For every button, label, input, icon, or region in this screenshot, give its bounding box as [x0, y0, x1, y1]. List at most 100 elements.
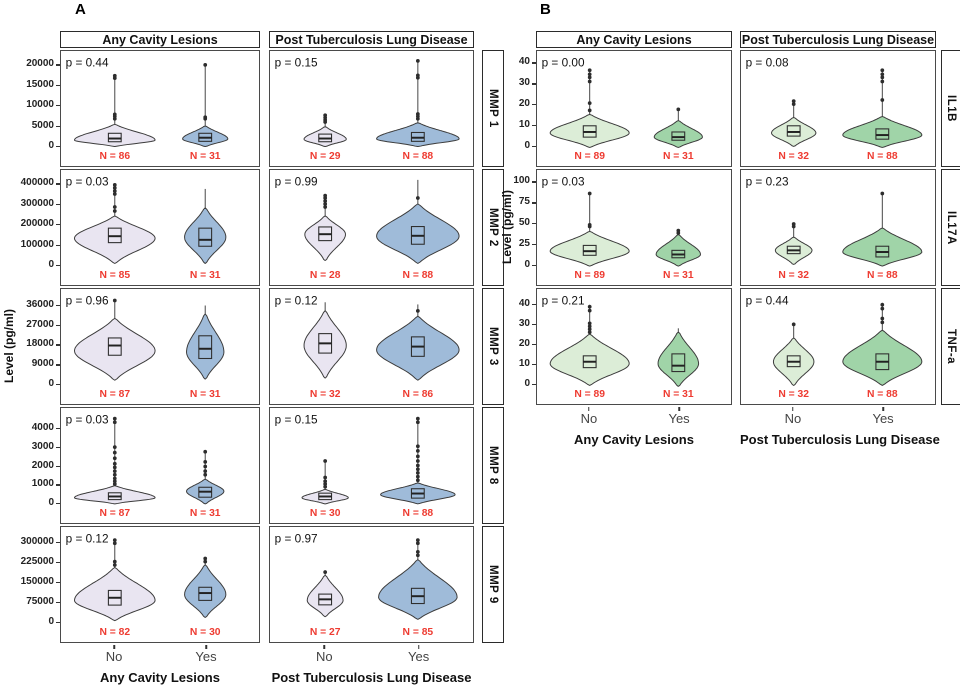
y-tick-mark [532, 146, 536, 148]
y-tick-mark [532, 324, 536, 326]
outlier-dot [323, 193, 328, 198]
box-plot [671, 131, 686, 141]
outlier-dot [791, 222, 796, 226]
x-tick-label: Yes [668, 411, 690, 426]
outlier-dot [415, 538, 420, 542]
x-tick-mark [323, 645, 326, 649]
y-tick-mark [56, 265, 60, 267]
n-count-label: N = 31 [190, 270, 221, 281]
x-axis-group-title: Post Tuberculosis Lung Disease [271, 670, 472, 685]
outlier-dot [587, 79, 592, 84]
outlier-dot [880, 75, 885, 80]
y-tick-label: 0 [524, 259, 530, 270]
outlier-dot [791, 322, 796, 327]
x-tick-mark [417, 645, 420, 649]
outlier-dot [203, 559, 208, 564]
y-tick-label: 10 [518, 358, 530, 369]
violin-facet-cell: p = 0.15 N = 29 N = 88 [269, 50, 474, 167]
x-tick-mark [678, 407, 680, 411]
outlier-dot [203, 472, 208, 477]
y-axis-title-wrap: Level (pg/ml) [500, 50, 514, 405]
outlier-dot [587, 108, 592, 113]
y-tick-label: 15000 [26, 78, 54, 90]
outlier-dot [112, 465, 117, 470]
outlier-dot [415, 471, 420, 475]
outlier-dot [587, 327, 592, 332]
outlier-dot [323, 459, 328, 463]
y-tick-label: 50 [518, 217, 530, 229]
outlier-dot [415, 478, 420, 483]
y-tick-mark [56, 428, 60, 430]
outlier-dot [203, 469, 208, 473]
outlier-dot [587, 222, 592, 227]
y-tick-label: 40 [518, 56, 530, 68]
outlier-dot [587, 330, 592, 335]
x-tick-mark [205, 645, 207, 649]
outlier-dot [112, 186, 117, 190]
n-count-label: N = 86 [99, 151, 130, 162]
facet-header: Any Cavity Lesions [60, 31, 260, 48]
x-tick-label: Yes [872, 411, 894, 426]
panel-a: A Level (pg/ml) Any Cavity Lesions Post Tu… [2, 1, 504, 685]
box-plot [671, 353, 686, 373]
y-tick-label: 20000 [26, 58, 54, 70]
y-tick-mark [56, 484, 60, 486]
outlier-dot [323, 475, 328, 480]
y-axis-title-wrap: Level (pg/ml) [2, 50, 16, 643]
outlier-dot [203, 115, 208, 120]
n-count-label: N = 89 [574, 151, 605, 162]
y-tick-mark [56, 582, 60, 584]
x-tick-row: No Yes [536, 407, 732, 427]
y-tick-label: 20 [518, 98, 530, 110]
y-tick-label: 0 [48, 259, 54, 270]
y-tick-mark [56, 183, 60, 185]
y-tick-label: 225000 [20, 556, 54, 567]
n-count-label: N = 30 [310, 508, 341, 519]
y-tick-label: 25 [518, 238, 530, 250]
outlier-dot [323, 479, 328, 484]
y-tick-mark [56, 224, 60, 226]
outlier-dot [323, 570, 328, 574]
outlier-dot [203, 449, 208, 454]
outlier-dot [203, 464, 208, 469]
violin-facet-cell: p = 0.97 N = 27 N = 85 [269, 526, 474, 643]
outlier-dot [587, 308, 592, 313]
p-value-label: p = 0.03 [66, 176, 109, 189]
y-tick-label: 0 [48, 497, 54, 508]
y-tick-label: 150000 [20, 576, 54, 587]
n-count-label: N = 28 [310, 270, 341, 281]
y-tick-label: 3000 [31, 440, 54, 452]
y-tick-mark [56, 465, 60, 467]
outlier-dot [415, 459, 420, 463]
row-strip: MMP 2 [482, 169, 504, 286]
violin-facet-cell: p = 0.21 N = 89 N = 31 [536, 288, 732, 405]
n-count-label: N = 31 [190, 508, 221, 519]
y-tick-label: 10000 [26, 99, 54, 111]
y-tick-mark [56, 503, 60, 505]
n-count-label: N = 87 [99, 389, 130, 400]
panel-a-letter: A [75, 1, 86, 18]
x-tick-label: No [105, 649, 123, 664]
y-tick-label: 75000 [26, 596, 54, 607]
violin-facet-cell: p = 0.03 N = 85 N = 31 [60, 169, 260, 286]
y-tick-mark [56, 304, 60, 307]
y-tick-column: 0 75000 150000 225000 300000 [16, 526, 60, 643]
y-axis-title: Level (pg/ml) [2, 309, 16, 384]
y-tick-mark [56, 64, 60, 66]
y-tick-mark [532, 125, 536, 127]
y-tick-column: 0 9000 18000 27000 36000 [16, 288, 60, 405]
outlier-dot [323, 199, 328, 203]
outlier-dot [112, 112, 117, 117]
x-tick-label: Yes [195, 649, 217, 664]
y-tick-mark [532, 181, 536, 183]
y-tick-mark [56, 384, 60, 386]
x-tick-label: No [580, 411, 598, 426]
y-tick-mark [532, 384, 536, 386]
violin-facet-cell: p = 0.15 N = 30 N = 88 [269, 407, 474, 524]
n-count-label: N = 31 [663, 389, 694, 400]
n-count-label: N = 31 [190, 389, 221, 400]
outlier-dot [112, 298, 117, 303]
box-plot [198, 227, 213, 247]
outlier-dot [112, 420, 117, 425]
x-tick-label: No [784, 411, 802, 426]
